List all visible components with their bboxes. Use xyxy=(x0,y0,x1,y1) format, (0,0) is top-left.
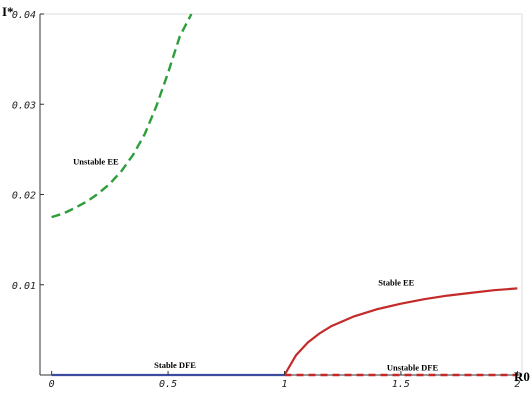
annotation-label: Unstable EE xyxy=(73,157,119,167)
annotation-label: Stable DFE xyxy=(154,360,196,370)
x-tick-label: 2 xyxy=(514,379,520,390)
annotation-label: Stable EE xyxy=(378,278,414,288)
x-axis-title: R0 xyxy=(514,369,530,384)
annotation-layer: Unstable EE Stable DFE Stable EE Unstable D… xyxy=(73,157,438,373)
y-tick-label: 0.02 xyxy=(12,191,36,202)
x-tick-label: 0 xyxy=(49,379,55,390)
x-tick-label: 0.5 xyxy=(159,379,177,390)
x-tick-label: 1.5 xyxy=(392,379,410,390)
y-tick-label: 0.03 xyxy=(12,100,36,111)
y-tick-label: 0.04 xyxy=(12,10,36,21)
tick-layer: 0 0.5 1 1.5 2 0.01 0.02 0.03 0.04 xyxy=(12,10,520,390)
series-line-stable-ee xyxy=(283,287,518,376)
annotation-label: Unstable DFE xyxy=(387,362,439,372)
x-tick-label: 1 xyxy=(281,379,287,390)
y-tick-label: 0.01 xyxy=(12,281,36,292)
y-axis-title: I* xyxy=(2,4,14,19)
series-line-unstable-ee xyxy=(51,13,193,219)
